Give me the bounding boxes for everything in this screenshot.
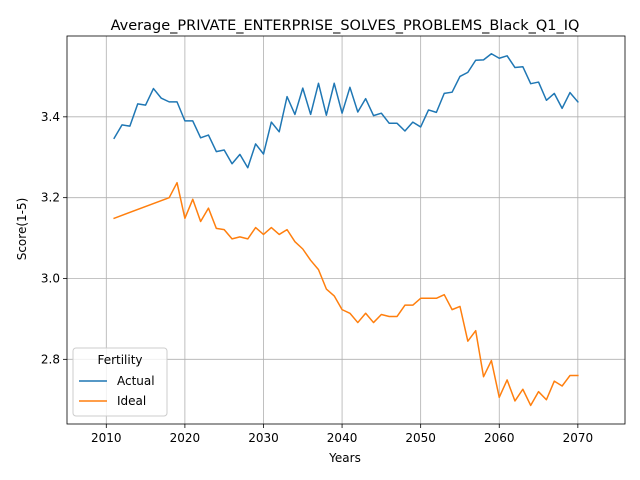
series-layer (113, 53, 579, 407)
x-tick-label: 2060 (484, 431, 515, 445)
legend-label-actual: Actual (117, 374, 155, 388)
y-tick-label: 3.4 (41, 110, 60, 124)
x-tick-label: 2050 (405, 431, 436, 445)
chart-title: Average_PRIVATE_ENTERPRISE_SOLVES_PROBLE… (111, 18, 580, 34)
x-tick-label: 2070 (563, 431, 594, 445)
y-tick-label: 2.8 (41, 352, 60, 366)
plot-frame (66, 35, 626, 425)
series-line-actual (113, 53, 579, 169)
legend: Fertility Actual Ideal (72, 347, 168, 417)
x-tick-label: 2030 (248, 431, 279, 445)
legend-label-ideal: Ideal (117, 394, 146, 408)
x-tick-label: 2040 (327, 431, 358, 445)
grid-lines (67, 36, 625, 424)
legend-box (72, 347, 168, 417)
x-axis-label: Years (328, 451, 361, 465)
y-tick-label: 3.0 (41, 272, 60, 286)
x-tick-label: 2020 (170, 431, 201, 445)
y-axis-label: Score(1-5) (15, 198, 29, 261)
x-tick-label: 2010 (91, 431, 122, 445)
y-tick-label: 3.2 (41, 191, 60, 205)
legend-title: Fertility (97, 353, 142, 367)
x-axis-ticks: 2010 2020 2030 2040 2050 2060 2070 (91, 424, 593, 445)
series-line-ideal (113, 181, 579, 407)
y-axis-ticks: 2.8 3.0 3.2 3.4 (41, 110, 67, 366)
